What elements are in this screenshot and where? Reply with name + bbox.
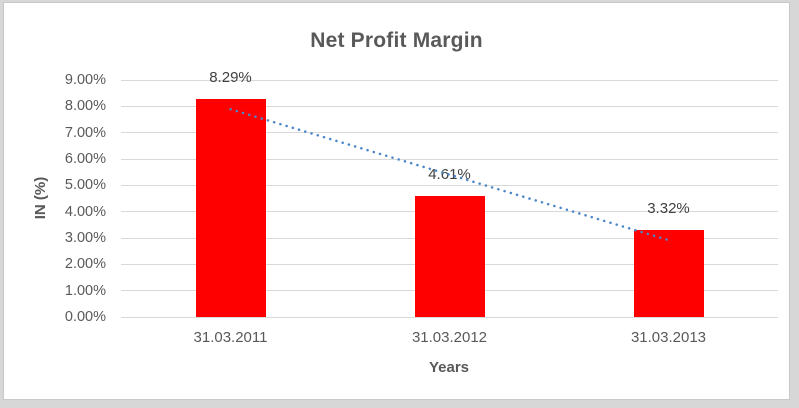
bar-31.03.2012 bbox=[414, 195, 485, 317]
bar-31.03.2011 bbox=[195, 98, 266, 317]
gridline bbox=[121, 316, 778, 318]
x-axis-title: Years bbox=[428, 359, 470, 376]
net-profit-margin-chart: Net Profit Margin IN (%) 0.00% 1.00% 2.00%… bbox=[3, 2, 790, 400]
data-label: 4.61% bbox=[428, 165, 471, 183]
y-tick-label: 6.00% bbox=[64, 151, 106, 167]
gridline bbox=[121, 79, 778, 81]
y-tick-label: 5.00% bbox=[64, 177, 106, 194]
x-tick-label: 31.03.2011 bbox=[193, 329, 268, 346]
y-tick-label: 4.00% bbox=[64, 203, 106, 220]
gridline bbox=[121, 105, 778, 107]
x-tick-label: 31.03.2013 bbox=[630, 329, 707, 346]
y-tick-label: 2.00% bbox=[64, 256, 106, 273]
data-label: 8.29% bbox=[209, 68, 252, 86]
x-tick-label: 31.03.2012 bbox=[411, 329, 488, 346]
y-tick-label: 7.00% bbox=[64, 124, 106, 141]
chart-title: Net Profit Margin bbox=[310, 29, 483, 52]
y-tick-label: 1.00% bbox=[64, 282, 106, 299]
plot-area: 0.00% 1.00% 2.00% 3.00% 4.00% 5.00% 6.00% 7.00%… bbox=[4, 3, 789, 399]
y-tick-label: 8.00% bbox=[64, 98, 106, 115]
bar-31.03.2013 bbox=[633, 229, 704, 317]
y-tick-label: 3.00% bbox=[64, 230, 106, 246]
y-tick-label: 9.00% bbox=[64, 72, 106, 88]
data-label: 3.32% bbox=[647, 199, 690, 217]
y-tick-label: 0.00% bbox=[64, 309, 106, 325]
